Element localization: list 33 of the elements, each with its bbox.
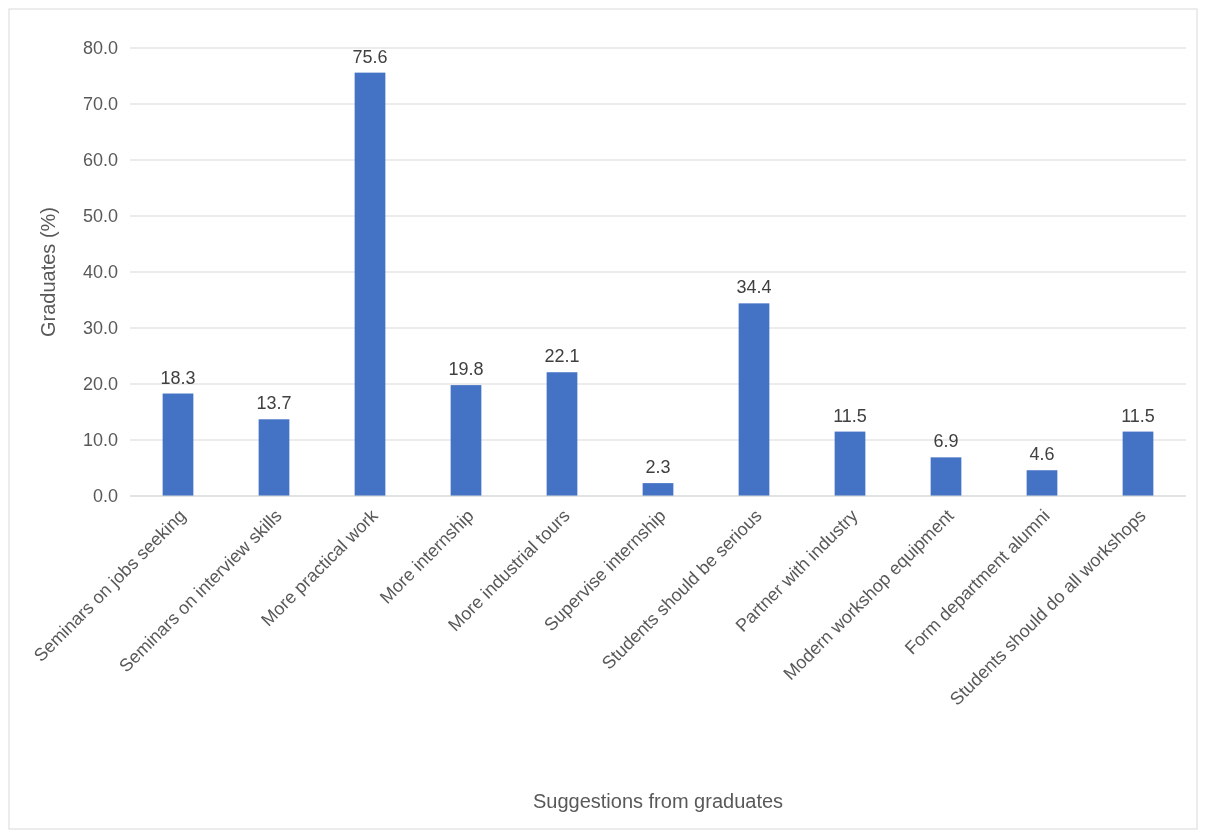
- y-tick-label: 0.0: [92, 486, 118, 507]
- data-label: 75.6: [352, 46, 388, 67]
- y-tick-label: 70.0: [82, 94, 118, 115]
- bar: [834, 431, 866, 496]
- bar: [738, 303, 770, 496]
- data-label: 11.5: [1121, 405, 1155, 426]
- bar: [546, 372, 578, 496]
- y-tick-label: 60.0: [82, 150, 118, 171]
- y-tick-label: 20.0: [82, 374, 118, 395]
- data-label: 11.5: [833, 405, 867, 426]
- y-axis-title: Graduates (%): [37, 206, 59, 338]
- data-label: 6.9: [933, 431, 959, 452]
- bar: [258, 419, 290, 496]
- bar: [642, 483, 674, 496]
- bar: [1026, 470, 1058, 496]
- data-label: 22.1: [544, 346, 580, 367]
- y-tick-label: 30.0: [82, 318, 118, 339]
- bar: [1122, 431, 1154, 496]
- data-label: 34.4: [736, 277, 772, 298]
- bar: [450, 385, 482, 496]
- x-axis-title: Suggestions from graduates: [532, 790, 784, 812]
- bar: [354, 72, 386, 496]
- y-tick-label: 50.0: [82, 206, 118, 227]
- y-tick-label: 40.0: [82, 262, 118, 283]
- data-label: 4.6: [1029, 444, 1055, 465]
- data-label: 18.3: [160, 367, 196, 388]
- y-tick-label: 10.0: [82, 430, 118, 451]
- bar: [930, 457, 962, 496]
- data-label: 19.8: [448, 359, 484, 380]
- data-label: 2.3: [645, 457, 671, 478]
- bar: [162, 393, 194, 496]
- data-label: 13.7: [256, 393, 292, 414]
- y-tick-label: 80.0: [82, 38, 118, 59]
